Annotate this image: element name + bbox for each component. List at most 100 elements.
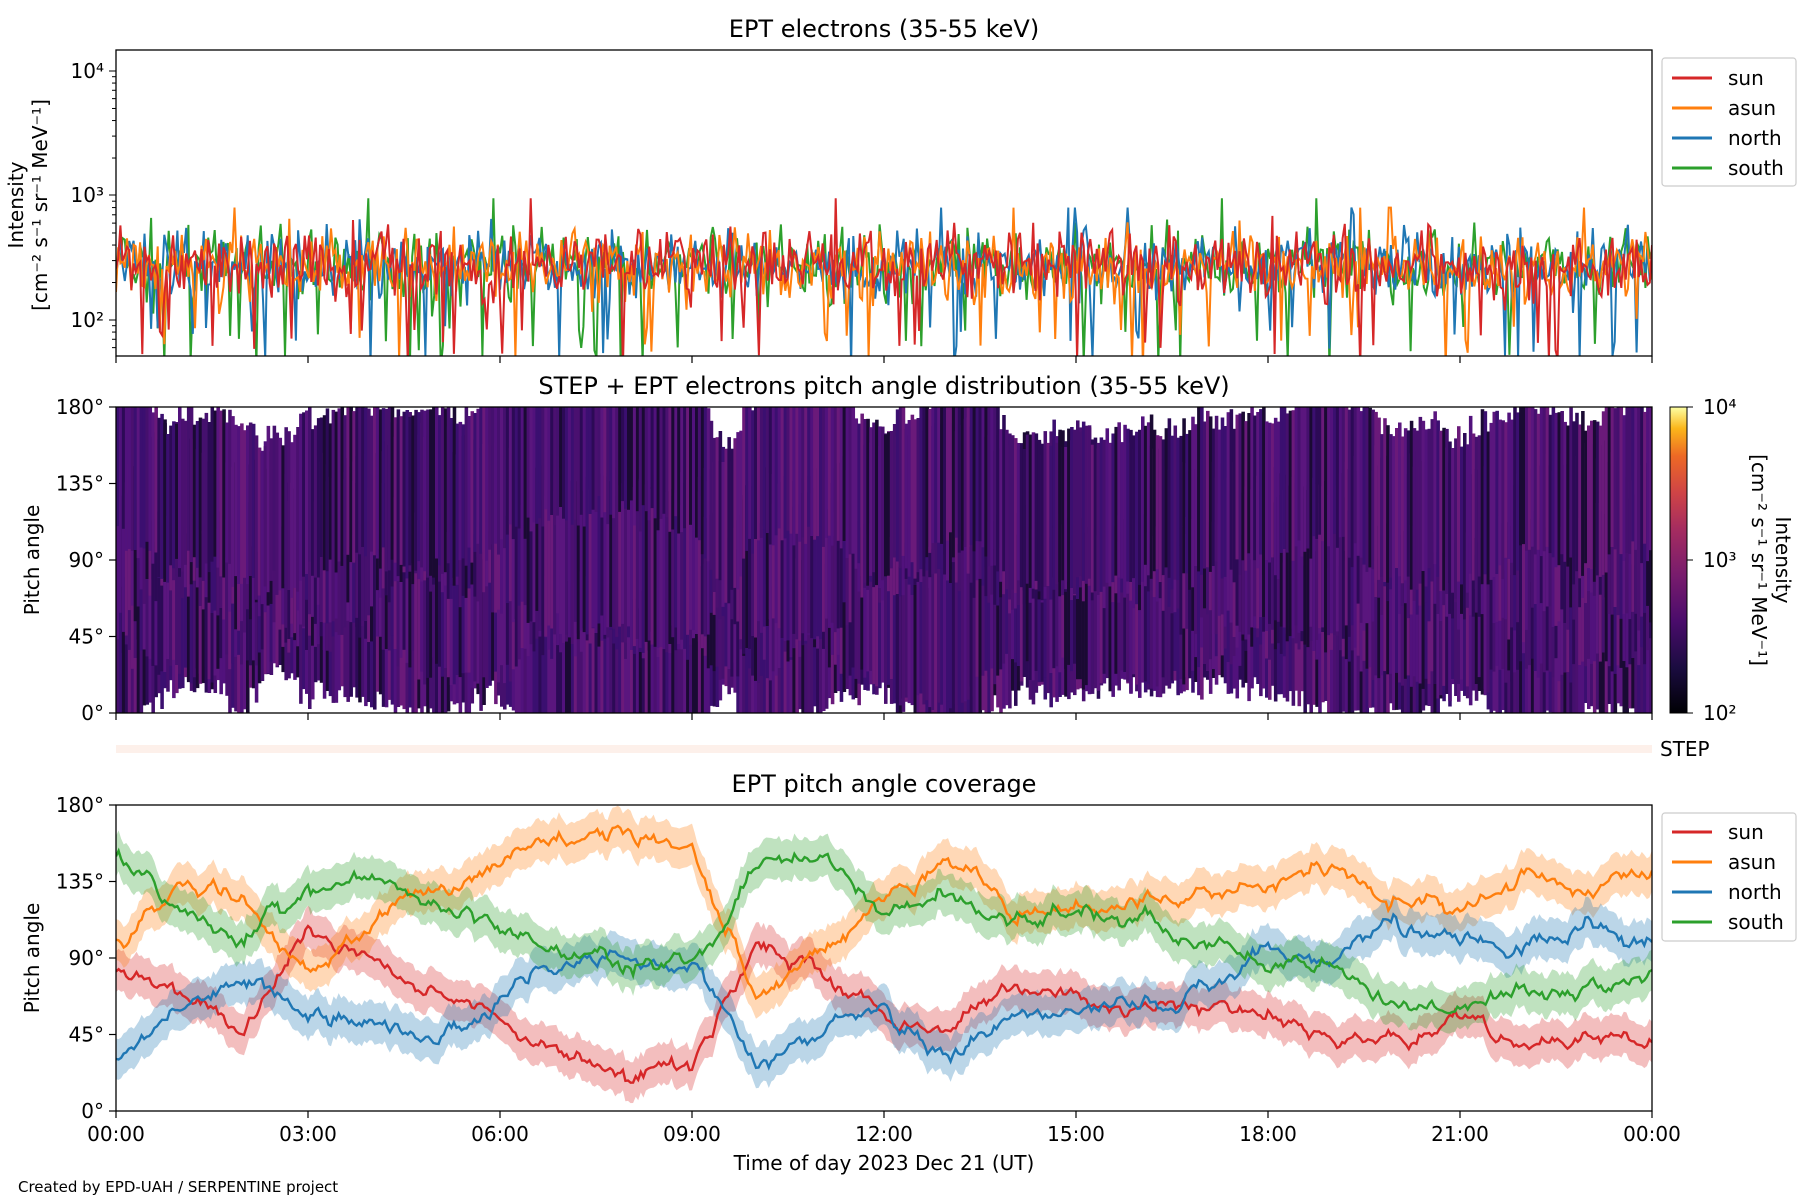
heatmap-cell — [830, 407, 835, 546]
heatmap-cell — [1465, 444, 1470, 593]
heatmap-cell — [1631, 407, 1635, 542]
heatmap-cell — [901, 551, 906, 712]
heatmap-cell — [322, 415, 327, 571]
colorbar-tick: 10² — [1703, 701, 1736, 725]
heatmap-cell — [845, 407, 850, 558]
heatmap-cell — [624, 480, 628, 643]
heatmap-cell — [440, 407, 445, 574]
heatmap-cell — [827, 477, 832, 628]
heatmap-cell — [1575, 412, 1579, 572]
heatmap-cell — [765, 467, 770, 626]
heatmap-cell — [1093, 529, 1098, 689]
heatmap-cell — [313, 425, 318, 578]
heatmap-cell — [1099, 541, 1104, 684]
legend-north-label: north — [1728, 880, 1782, 904]
heatmap-cell — [1176, 437, 1180, 581]
heatmap-cell — [526, 407, 531, 518]
heatmap-cell — [246, 425, 250, 585]
heatmap-cell — [863, 523, 867, 678]
heatmap-cell — [290, 442, 294, 598]
heatmap-cell — [172, 512, 176, 660]
heatmap-cell — [680, 588, 684, 713]
heatmap-cell — [733, 438, 737, 588]
heatmap-cell — [1229, 409, 1234, 570]
heatmap-cell — [916, 418, 921, 573]
heatmap-cell — [178, 407, 182, 569]
heatmap-cell — [228, 409, 232, 564]
credit-text: Created by EPD-UAH / SERPENTINE project — [18, 1178, 338, 1196]
heatmap-cell — [570, 407, 575, 525]
heatmap-cell — [621, 591, 625, 713]
heatmap-cell — [544, 407, 548, 510]
heatmap-cell — [662, 407, 667, 514]
heatmap-cell — [1403, 428, 1408, 581]
heatmap-cell — [1395, 428, 1399, 568]
heatmap-cell — [544, 576, 548, 713]
heatmap-cell — [895, 558, 900, 699]
heatmap-cell — [172, 421, 176, 569]
heatmap-cell — [1489, 422, 1494, 580]
heatmap-cell — [1527, 407, 1532, 550]
heatmap-cell — [881, 426, 885, 581]
heatmap-cell — [807, 407, 811, 527]
heatmap-cell — [1628, 407, 1632, 554]
heatmap-cell — [565, 581, 569, 713]
heatmap-cell — [364, 407, 368, 557]
heatmap-cell — [795, 484, 799, 640]
heatmap-cell — [934, 549, 938, 713]
heatmap-cell — [1146, 422, 1151, 576]
heatmap-cell — [925, 407, 929, 558]
heatmap-cell — [916, 559, 921, 696]
heatmap-cell — [1383, 519, 1387, 672]
heatmap-cell — [1040, 443, 1045, 601]
heatmap-cell — [497, 407, 501, 555]
heatmap-cell — [1468, 415, 1473, 574]
heatmap-cell — [638, 407, 643, 532]
heatmap-cell — [482, 525, 486, 678]
heatmap-cell — [1064, 447, 1068, 590]
series-line-north — [116, 912, 1652, 1071]
panel1-series — [116, 198, 1652, 356]
heatmap-cell — [1563, 421, 1567, 562]
heatmap-cell — [169, 425, 173, 566]
panel-pitch-distribution: STEP + EPT electrons pitch angle distrib… — [20, 372, 1795, 725]
heatmap-cell — [786, 407, 791, 531]
heatmap-cell — [907, 551, 912, 704]
heatmap-cell — [612, 475, 616, 629]
heatmap-cell — [1152, 536, 1157, 691]
heatmap-cell — [644, 600, 649, 713]
heatmap-cell — [1457, 426, 1461, 582]
heatmap-cell — [361, 407, 365, 547]
heatmap-cell — [124, 482, 129, 636]
step-strip: STEP — [116, 737, 1710, 761]
heatmap-cell — [1625, 407, 1629, 553]
heatmap-cell — [585, 476, 590, 635]
heatmap-cell — [928, 546, 932, 708]
heatmap-cell — [1306, 490, 1310, 648]
heatmap-cell — [1569, 407, 1573, 558]
heatmap-cell — [1646, 407, 1650, 562]
heatmap-cell — [1471, 433, 1476, 581]
heatmap-cell — [148, 407, 153, 551]
heatmap-cell — [139, 407, 144, 548]
heatmap-cell — [1146, 516, 1151, 684]
heatmap-cell — [195, 525, 200, 669]
heatmap-cell — [1338, 473, 1343, 646]
heatmap-cell — [627, 490, 631, 627]
heatmap-cell — [1566, 425, 1570, 567]
heatmap-cell — [1424, 544, 1429, 679]
heatmap-cell — [1631, 480, 1635, 612]
heatmap-cell — [1439, 430, 1443, 592]
heatmap-cell — [1338, 407, 1343, 538]
heatmap-cell — [520, 460, 525, 602]
heatmap-cell — [635, 598, 640, 713]
heatmap-cell — [565, 492, 569, 635]
heatmap-cell — [1037, 439, 1042, 592]
heatmap-cell — [1288, 485, 1293, 637]
heatmap-cell — [810, 577, 814, 713]
panel3-title: EPT pitch angle coverage — [732, 770, 1037, 798]
heatmap-cell — [181, 524, 185, 675]
heatmap-cell — [789, 493, 794, 658]
heatmap-cell — [160, 413, 164, 579]
